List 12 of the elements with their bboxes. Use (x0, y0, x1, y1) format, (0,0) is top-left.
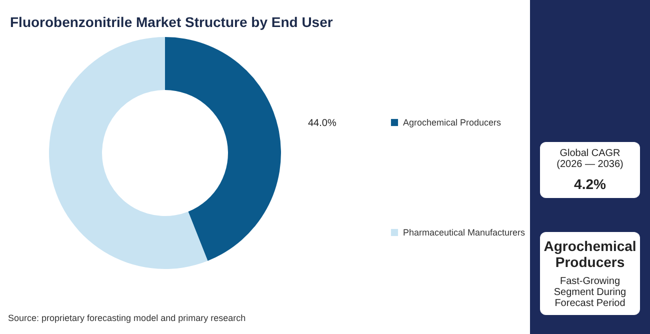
legend-label: Agrochemical Producers (403, 118, 502, 128)
text: (2026 — 2036) (556, 159, 624, 170)
text: Fast-Growing Segment During Forecast Period (552, 276, 628, 309)
donut-slice (165, 37, 281, 261)
data-label: 44.0% (308, 118, 336, 130)
text: 4.2% (573, 176, 607, 192)
legend-label: Pharmaceutical Manufacturers (403, 228, 526, 238)
text: Agrochemical Producers (542, 238, 638, 270)
chart-title: Fluorobenzonitrile Market Structure by End User (10, 14, 334, 30)
source-note: Source: proprietary forecasting model and primary research (8, 313, 246, 323)
text: Global CAGR (558, 148, 622, 159)
donut-slice (49, 37, 208, 269)
